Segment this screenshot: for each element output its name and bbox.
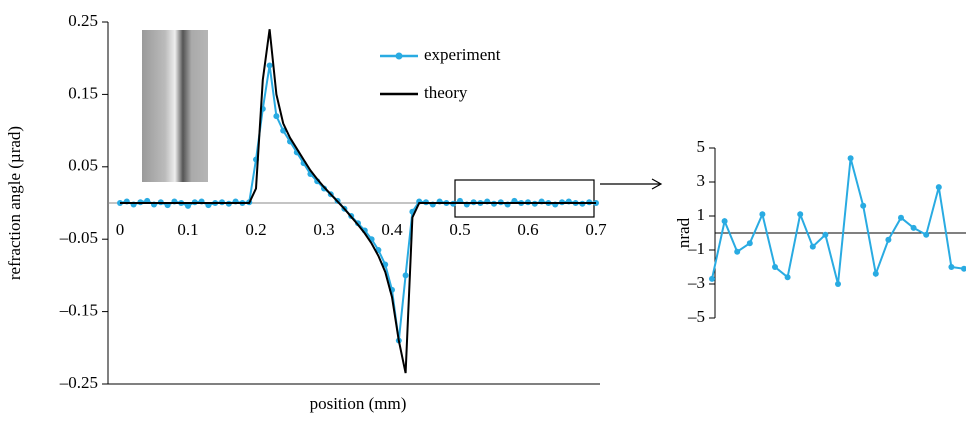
point [885, 236, 892, 243]
y-tick-label: –0.25 [59, 373, 98, 392]
point [822, 231, 829, 238]
point [898, 214, 904, 221]
point [746, 240, 753, 247]
point [772, 264, 778, 270]
point [280, 127, 287, 134]
point [910, 224, 917, 231]
point [809, 243, 816, 250]
point [273, 113, 280, 120]
x-tick-label: 0 [116, 220, 125, 239]
legend-marker [395, 52, 403, 60]
point [734, 248, 741, 255]
x-tick-label: 0.1 [177, 220, 198, 239]
point [402, 272, 409, 279]
y-tick-label: –0.05 [59, 228, 98, 247]
point [797, 211, 804, 218]
y-tick-label: 1 [697, 205, 706, 224]
y-tick-label: –1 [687, 239, 705, 258]
x-axis-label: position (mm) [310, 394, 407, 413]
y-axis-label: refraction angle (µrad) [5, 126, 24, 280]
x-tick-label: 0.4 [381, 220, 403, 239]
arrow-head [651, 178, 663, 190]
point [784, 274, 791, 281]
point [835, 281, 841, 287]
point [948, 264, 955, 270]
y-tick-label: –3 [687, 273, 705, 292]
point [709, 275, 715, 282]
point [847, 155, 854, 162]
point [872, 270, 879, 277]
y-axis-label: nrad [674, 217, 693, 248]
point [185, 202, 191, 209]
legend-label: theory [424, 83, 468, 102]
point [923, 231, 930, 238]
inset-image [142, 30, 208, 182]
x-tick-label: 0.3 [313, 220, 334, 239]
y-tick-label: 5 [697, 137, 706, 156]
y-tick-label: 0.25 [68, 11, 98, 30]
point [759, 211, 766, 218]
point [935, 184, 942, 191]
series-line [120, 29, 596, 374]
zoom-box [454, 179, 595, 218]
y-tick-label: 3 [697, 171, 706, 190]
x-tick-label: 0.6 [517, 220, 538, 239]
point [721, 218, 728, 225]
series-line [711, 157, 965, 285]
x-tick-label: 0.5 [449, 220, 470, 239]
x-tick-label: 0.7 [585, 220, 607, 239]
point [860, 202, 867, 209]
x-tick-label: 0.2 [245, 220, 266, 239]
y-tick-label: –0.15 [59, 301, 98, 320]
point [266, 62, 273, 69]
point [961, 265, 966, 272]
y-tick-label: 0.15 [68, 83, 98, 102]
legend-label: experiment [424, 45, 501, 64]
y-tick-label: 0.05 [68, 156, 98, 175]
y-tick-label: –5 [687, 307, 705, 326]
